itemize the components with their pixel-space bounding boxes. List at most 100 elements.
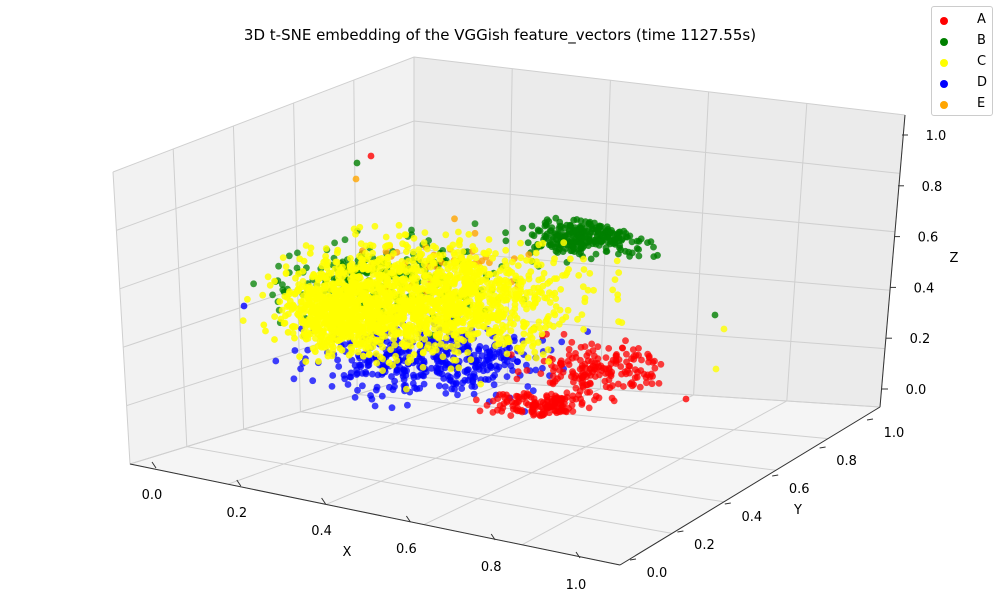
scatter-point-C <box>424 245 431 253</box>
scatter-point-A <box>657 360 665 368</box>
scatter-point-C <box>446 244 454 252</box>
scatter-point-C <box>531 299 539 307</box>
scatter-point-C <box>420 260 428 268</box>
x-tick-mark <box>575 551 581 559</box>
scatter-point-C <box>500 340 508 348</box>
scatter-point-C <box>407 356 415 364</box>
z-tick-label: 0.2 <box>910 332 931 347</box>
scatter-point-A <box>578 401 586 408</box>
legend-marker <box>940 80 948 88</box>
scatter-point-B <box>519 224 527 232</box>
scatter-point-C <box>296 353 303 360</box>
y-grid-line <box>353 79 829 440</box>
scatter-point-C <box>408 292 416 299</box>
scatter-point-B <box>331 239 338 247</box>
scatter-point-C <box>387 308 394 315</box>
scatter-point-C <box>471 284 479 291</box>
legend-item-E: E <box>932 95 994 115</box>
scatter-point-C <box>376 308 383 316</box>
scatter-point-C <box>458 266 466 274</box>
scatter-point-C <box>448 343 455 350</box>
scatter-point-C <box>362 282 370 290</box>
legend-item-D: D <box>932 74 994 94</box>
scatter-point-C <box>502 246 510 254</box>
scatter-point-C <box>402 241 410 249</box>
scatter-point-D <box>372 386 380 394</box>
legend-label: A <box>977 12 986 27</box>
scatter-point-A <box>655 380 663 387</box>
scatter-point-A <box>542 404 550 412</box>
scatter-point-C <box>427 263 435 271</box>
scatter-point-C <box>544 346 552 354</box>
scatter-point-A <box>563 408 570 416</box>
scatter-point-C <box>423 329 431 337</box>
scatter-point-C <box>336 344 344 352</box>
x-tick-labels: 0.0 0.2 0.4 0.6 0.8 1.0 <box>142 461 586 593</box>
scatter-point-C <box>423 314 430 322</box>
scatter-point-C <box>580 326 587 333</box>
scatter-point-C <box>285 302 292 309</box>
scatter-point-C <box>520 330 528 338</box>
scatter-point-C <box>495 313 503 320</box>
scatter-point-C <box>284 328 292 336</box>
scatter-point-A <box>638 356 645 364</box>
scatter-point-B <box>353 159 361 167</box>
scatter-point-C <box>509 258 516 266</box>
scatter-point-D <box>503 358 511 365</box>
scatter-point-A <box>622 337 629 345</box>
scatter-point-E <box>352 175 360 183</box>
scatter-point-C <box>374 302 382 310</box>
scatter-point-C <box>413 324 421 332</box>
scatter-point-C <box>511 305 519 313</box>
scatter-point-C <box>440 321 447 328</box>
scatter-point-A <box>591 359 598 367</box>
scatter-point-B <box>577 217 585 225</box>
x-axis-line <box>129 463 621 566</box>
scatter-point-C <box>368 302 375 310</box>
scatter-point-A <box>598 367 606 374</box>
scatter-point-D <box>328 383 336 390</box>
scatter-point-C <box>451 276 459 284</box>
chart-title: 3D t-SNE embedding of the VGGish feature… <box>244 26 756 45</box>
scatter-point-D <box>475 347 483 355</box>
scatter-point-D <box>493 366 501 373</box>
scatter-point-B <box>551 243 559 251</box>
scatter-point-C <box>302 283 310 291</box>
scatter-point-D <box>463 366 471 374</box>
x-tick-mark <box>490 533 496 541</box>
scatter-point-A <box>535 411 543 419</box>
scatter-point-C <box>390 250 397 257</box>
scatter-point-A <box>551 403 559 410</box>
scatter-point-C <box>403 325 410 333</box>
scatter-point-C <box>467 356 475 364</box>
scatter-point-C <box>408 273 416 281</box>
scatter-point-A <box>557 373 565 380</box>
scatter-point-C <box>447 365 455 373</box>
scatter-point-B <box>561 233 569 240</box>
scatter-point-C <box>560 239 568 247</box>
scatter-point-C <box>407 342 414 350</box>
scatter-point-C <box>373 324 381 332</box>
scatter-point-B <box>598 238 605 246</box>
scatter-point-C <box>532 354 540 362</box>
scatter-point-A <box>635 345 642 352</box>
scatter-point-D <box>428 364 435 372</box>
scatter-point-A <box>568 338 576 346</box>
scatter-point-D <box>481 360 489 368</box>
y-tick-label: 0.6 <box>789 482 810 497</box>
scatter-point-C <box>469 243 477 250</box>
scatter-point-C <box>390 289 398 297</box>
scatter-point-A <box>610 397 618 405</box>
scatter-point-C <box>590 286 597 294</box>
scatter-point-C <box>417 300 425 307</box>
scatter-point-E <box>471 229 479 237</box>
scatter-point-C <box>413 283 421 291</box>
scatter-point-B <box>269 291 276 299</box>
scatter-point-A <box>631 366 639 373</box>
scatter-point-B <box>635 238 643 245</box>
scatter-point-C <box>335 269 343 276</box>
scatter-point-C <box>556 306 564 314</box>
scatter-point-C <box>327 270 335 277</box>
scatter-point-C <box>431 281 438 289</box>
scatter-point-C <box>315 313 322 320</box>
